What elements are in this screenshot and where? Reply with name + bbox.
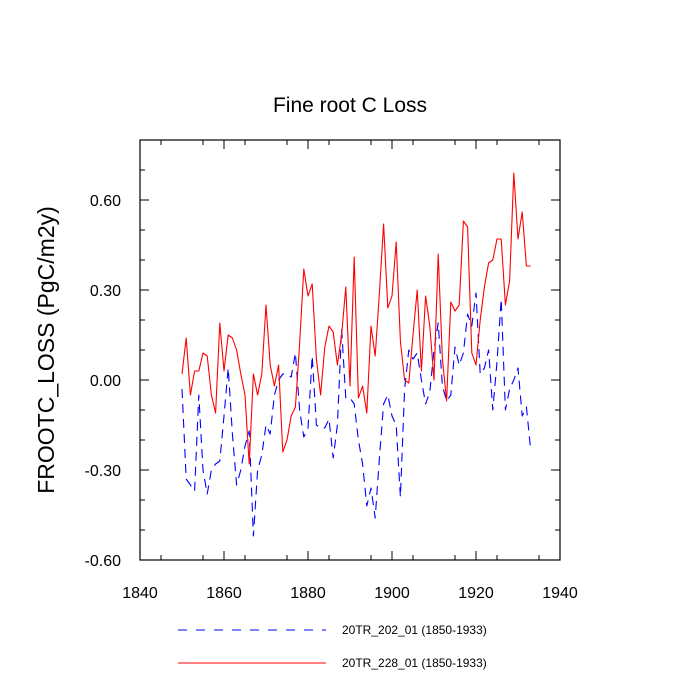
x-tick-label: 1840 — [122, 585, 158, 602]
series-line-1 — [181, 292, 532, 537]
x-tick-label: 1880 — [290, 585, 326, 602]
legend: 20TR_202_01 (1850-1933) 20TR_228_01 (1850… — [178, 623, 487, 670]
series-line-2 — [181, 172, 531, 465]
y-tick-label: 0.30 — [90, 283, 121, 300]
y-tick-label: 0.00 — [90, 373, 121, 390]
legend-label-1: 20TR_202_01 (1850-1933) — [342, 623, 487, 637]
y-tick-label: -0.60 — [85, 553, 122, 570]
x-tick-label: 1900 — [374, 585, 410, 602]
x-tick-label: 1920 — [458, 585, 494, 602]
y-tick-label: -0.30 — [85, 463, 122, 480]
x-tick-label: 1860 — [206, 585, 242, 602]
legend-label-2: 20TR_228_01 (1850-1933) — [342, 656, 487, 670]
plot-frame — [139, 139, 561, 561]
x-tick-label: 1940 — [542, 585, 578, 602]
axes: 1840 1860 1880 1900 1920 1940 -0.60 -0.30 0.00 0.… — [85, 139, 578, 602]
plot-area — [181, 172, 532, 537]
y-tick-label: 0.60 — [90, 193, 121, 210]
y-axis-label: FROOTC_LOSS (PgC/m2y) — [33, 206, 59, 494]
chart-title: Fine root C Loss — [273, 94, 427, 117]
